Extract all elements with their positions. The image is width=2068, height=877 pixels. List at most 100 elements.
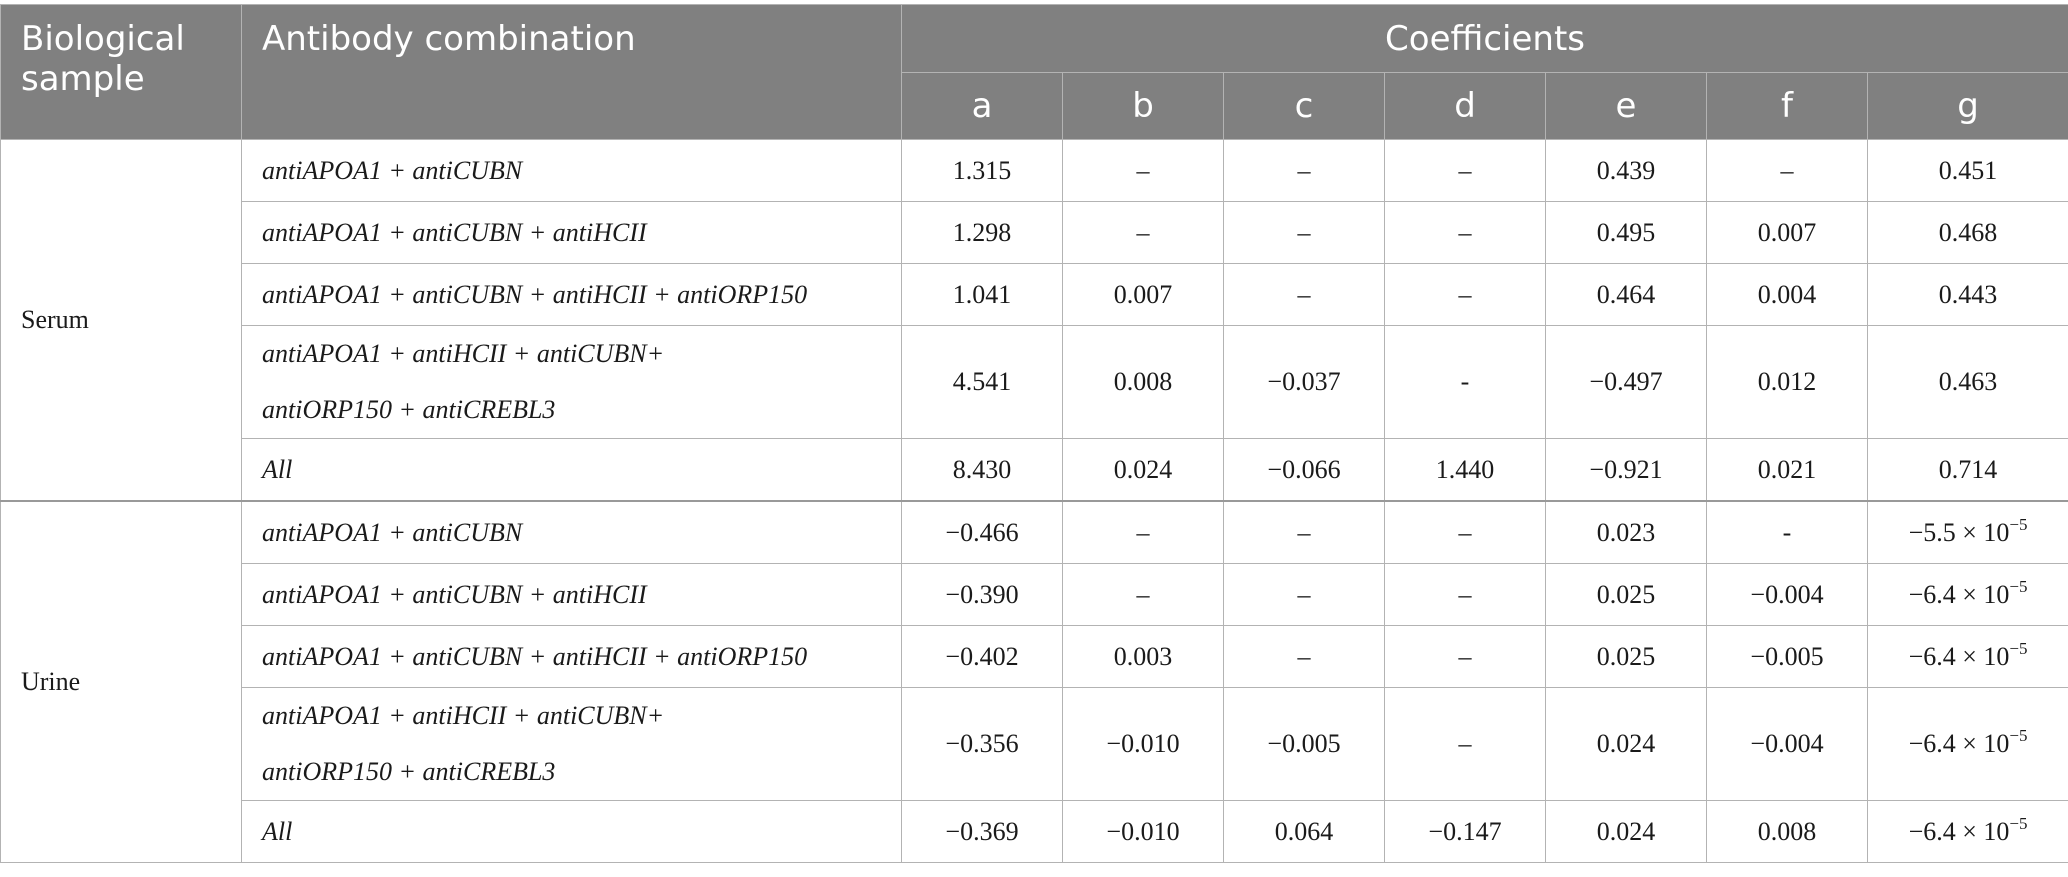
coefficient-value: −6.4 × 10 — [1908, 816, 2010, 846]
table-row: antiAPOA1 + antiHCII + antiCUBN+ antiORP1… — [1, 687, 2068, 801]
coefficient-g-cell: 0.468 — [1866, 201, 2068, 264]
coefficient-value: – — [1297, 155, 1311, 185]
coefficient-e-cell: 0.464 — [1545, 263, 1707, 326]
coefficient-a-cell: −0.356 — [901, 687, 1063, 801]
combination-line: antiAPOA1 + antiCUBN — [262, 155, 523, 185]
coefficient-value: 4.541 — [952, 367, 1012, 396]
combination-line: antiAPOA1 + antiHCII + antiCUBN+ — [262, 701, 665, 730]
combination-line: antiORP150 + antiCREBL3 — [262, 757, 556, 786]
coefficient-value: – — [1458, 279, 1472, 309]
coefficient-c-cell: – — [1223, 201, 1385, 264]
coefficient-value: −0.005 — [1750, 641, 1824, 671]
table-row: antiAPOA1 + antiCUBN + antiHCII 1.298 – – – 0… — [1, 201, 2068, 264]
coefficient-f-cell: – — [1706, 139, 1868, 202]
coefficient-value: 0.021 — [1757, 454, 1817, 484]
coefficient-f-cell: 0.012 — [1706, 325, 1868, 439]
coefficient-g-cell: −6.4 × 10−5 — [1866, 800, 2068, 863]
coefficient-e-cell: −0.497 — [1545, 325, 1707, 439]
coefficient-value: −0.369 — [945, 816, 1019, 846]
header-coefficients: Coefficients — [900, 4, 2068, 73]
coefficient-value: 0.468 — [1938, 217, 1998, 247]
coefficient-value: 0.025 — [1596, 579, 1656, 609]
coefficient-e-cell: 0.025 — [1545, 625, 1707, 688]
coefficient-value: −6.4 × 10 — [1908, 729, 2010, 758]
coefficient-e-cell: 0.023 — [1545, 500, 1707, 564]
coefficient-value: – — [1458, 217, 1472, 247]
coefficient-value: 0.023 — [1596, 517, 1656, 547]
header-coef-e: e — [1545, 72, 1707, 140]
coefficient-value: 0.024 — [1596, 729, 1656, 758]
table-row: antiAPOA1 + antiHCII + antiCUBN+ antiORP1… — [1, 325, 2068, 439]
coefficient-value: 0.443 — [1938, 279, 1998, 309]
coefficient-e-cell: −0.921 — [1545, 438, 1707, 502]
coefficient-e-cell: 0.439 — [1545, 139, 1707, 202]
table-header: Biological sample Antibody combination C… — [0, 4, 2068, 140]
coefficient-value: – — [1297, 517, 1311, 547]
coefficient-b-cell: – — [1062, 500, 1224, 564]
header-coef-d: d — [1384, 72, 1546, 140]
coefficient-e-cell: 0.495 — [1545, 201, 1707, 264]
coefficients-table: Biological sample Antibody combination C… — [0, 4, 2068, 863]
biological-sample-cell: Serum — [0, 139, 242, 502]
coefficient-value: – — [1136, 217, 1150, 247]
coefficient-b-cell: 0.024 — [1062, 438, 1224, 502]
exponent: −5 — [2009, 638, 2028, 658]
coefficient-value: 0.024 — [1113, 454, 1173, 484]
coefficient-value: - — [1460, 367, 1470, 396]
combination-line: antiORP150 + antiCREBL3 — [262, 395, 556, 424]
coefficient-value: −5.5 × 10 — [1908, 517, 2010, 547]
table-row: All 8.430 0.024 −0.066 1.440 −0.921 0.021 0.714 — [1, 438, 2068, 502]
coefficient-value: 0.012 — [1757, 367, 1817, 396]
coefficient-value: 1.298 — [952, 217, 1012, 247]
coefficient-value: −0.004 — [1750, 579, 1824, 609]
coefficient-d-cell: – — [1384, 687, 1546, 801]
coefficient-value: 0.024 — [1596, 816, 1656, 846]
coefficient-value: −0.466 — [945, 517, 1019, 547]
antibody-combination-cell: antiAPOA1 + antiHCII + antiCUBN+ antiORP1… — [241, 687, 902, 801]
table-body: Serum antiAPOA1 + antiCUBN 1.315 – – – 0.439 – 0… — [0, 139, 2068, 863]
coefficient-value: −0.066 — [1267, 454, 1341, 484]
coefficient-value: −0.390 — [945, 579, 1019, 609]
coefficient-value: −0.921 — [1589, 454, 1663, 484]
coefficient-value: 8.430 — [952, 454, 1012, 484]
antibody-combination-cell: antiAPOA1 + antiCUBN + antiHCII — [241, 201, 902, 264]
coefficient-value: – — [1297, 579, 1311, 609]
coefficient-g-cell: 0.443 — [1866, 263, 2068, 326]
antibody-combination-cell: All — [241, 800, 902, 863]
antibody-combination-cell: antiAPOA1 + antiCUBN — [241, 500, 902, 564]
coefficient-c-cell: – — [1223, 263, 1385, 326]
coefficient-value: – — [1780, 155, 1794, 185]
coefficient-b-cell: −0.010 — [1062, 800, 1224, 863]
biological-sample-cell: Urine — [0, 500, 242, 863]
coefficient-a-cell: −0.390 — [901, 563, 1063, 626]
coefficient-d-cell: - — [1384, 325, 1546, 439]
coefficient-value: – — [1297, 641, 1311, 671]
coefficient-value: 0.463 — [1938, 367, 1998, 396]
coefficient-g-cell: 0.451 — [1866, 139, 2068, 202]
coefficient-f-cell: 0.007 — [1706, 201, 1868, 264]
exponent: −5 — [2009, 726, 2028, 745]
coefficient-g-cell: −5.5 × 10−5 — [1866, 500, 2068, 564]
coefficient-value: −0.010 — [1106, 729, 1180, 758]
coefficient-value: – — [1297, 217, 1311, 247]
coefficient-f-cell: −0.004 — [1706, 687, 1868, 801]
coefficient-value: 0.451 — [1938, 155, 1998, 185]
table-row: antiAPOA1 + antiCUBN + antiHCII −0.390 – – –… — [1, 563, 2068, 626]
coefficient-b-cell: – — [1062, 139, 1224, 202]
coefficient-value: – — [1136, 155, 1150, 185]
coefficient-g-cell: −6.4 × 10−5 — [1866, 625, 2068, 688]
coefficient-c-cell: −0.037 — [1223, 325, 1385, 439]
coefficient-value: 0.025 — [1596, 641, 1656, 671]
coefficient-b-cell: 0.008 — [1062, 325, 1224, 439]
coefficient-e-cell: 0.024 — [1545, 800, 1707, 863]
exponent: −5 — [2009, 813, 2028, 833]
coefficient-value: −6.4 × 10 — [1908, 579, 2010, 609]
coefficient-c-cell: – — [1223, 500, 1385, 564]
coefficient-b-cell: – — [1062, 563, 1224, 626]
coefficient-f-cell: - — [1706, 500, 1868, 564]
coefficient-value: 0.464 — [1596, 279, 1656, 309]
coefficient-c-cell: – — [1223, 563, 1385, 626]
coefficient-value: 0.439 — [1596, 155, 1656, 185]
coefficient-value: −0.497 — [1589, 367, 1663, 396]
combination-line: antiAPOA1 + antiCUBN — [262, 517, 523, 547]
